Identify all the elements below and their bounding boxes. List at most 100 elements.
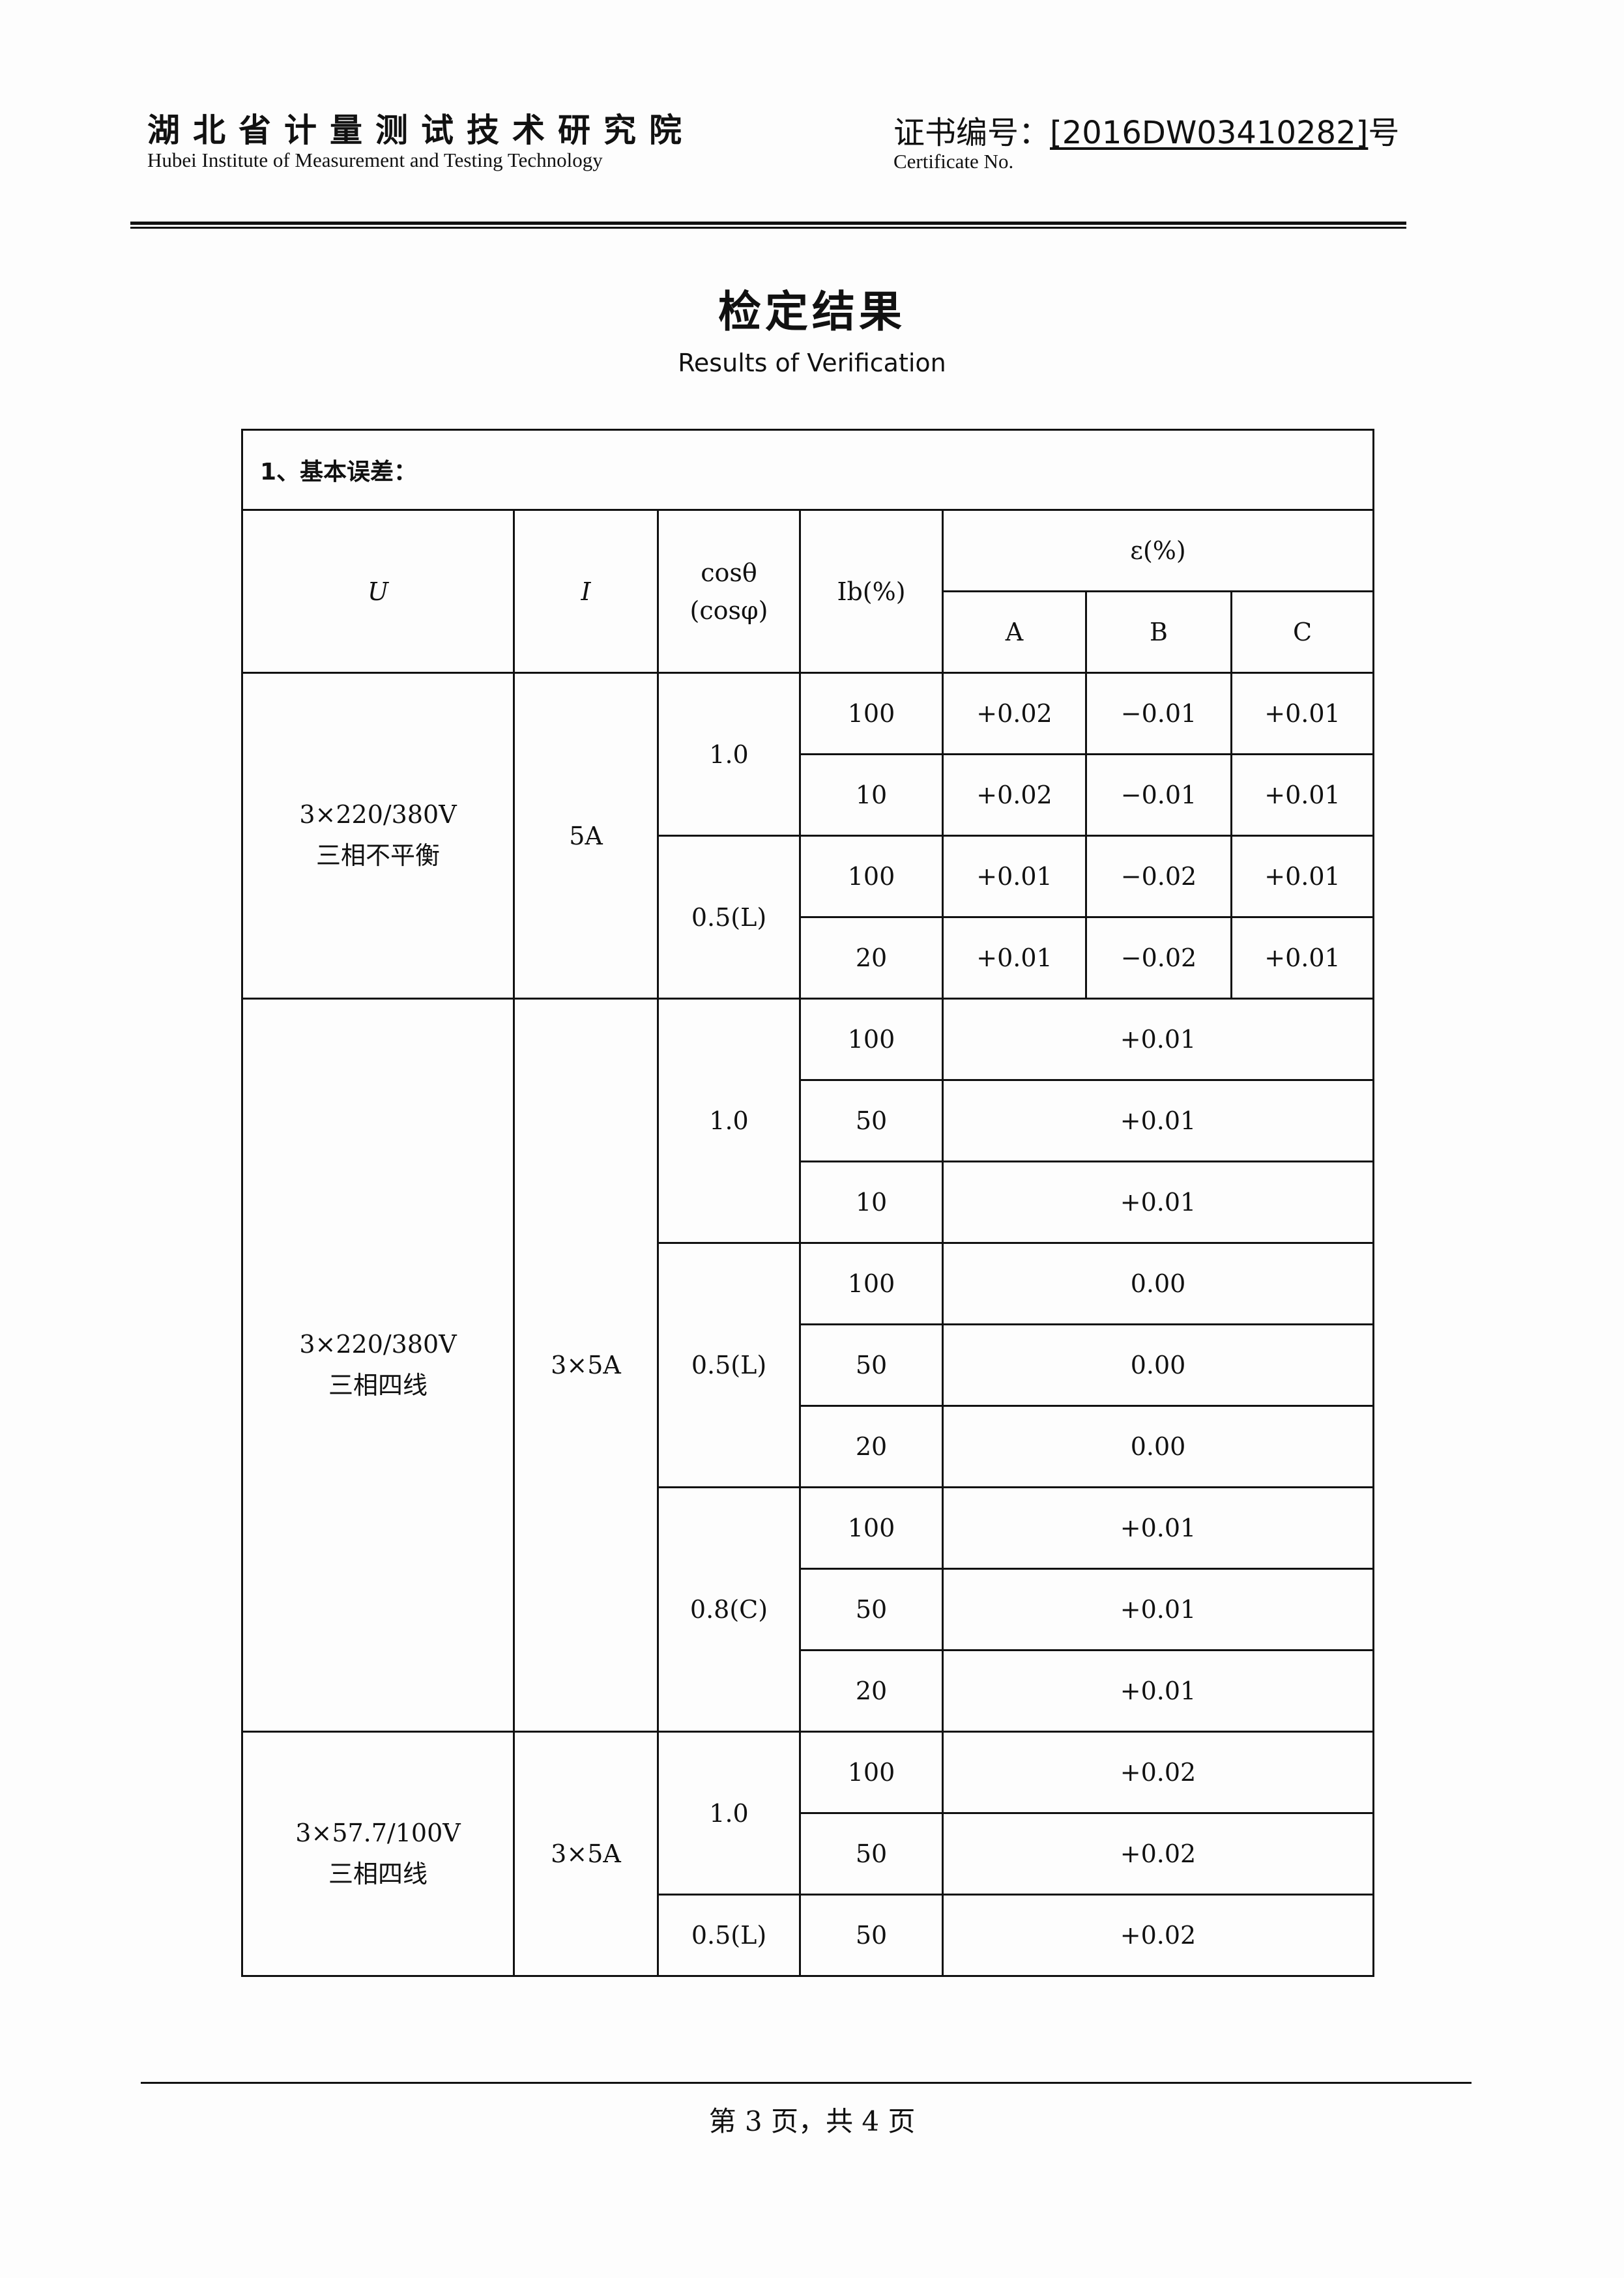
error-b-cell: −0.02 [1085, 916, 1232, 1000]
table-row: 50 +0.01 [242, 1079, 1375, 1162]
table-row: 3×220/380V 三相四线 3×5A 1.0 100 +0.01 [241, 998, 1375, 1733]
table-row: 0.8(C) 100 +0.01 [242, 1486, 1375, 1733]
page-subtitle: Results of Verification [678, 349, 946, 377]
current-cell: 3×5A [513, 998, 659, 1733]
current-cell: 3×5A [513, 1731, 659, 1977]
error-cell: +0.01 [941, 1568, 1375, 1651]
power-factor-cell: 1.0 [657, 998, 801, 1244]
verification-results-table: 1、基本误差： U I cosθ (cosφ) Ib(%) ε(%) A B C … [240, 429, 1375, 1977]
header-power-factor: cosθ (cosφ) [657, 509, 801, 674]
error-cell: 0.00 [941, 1405, 1375, 1488]
error-cell: +0.02 [941, 1812, 1375, 1896]
error-b-cell: −0.01 [1085, 753, 1232, 837]
header-pf-line2: (cosφ) [689, 596, 768, 625]
wiring-mode: 三相四线 [328, 1859, 428, 1888]
error-cell: 0.00 [941, 1242, 1375, 1325]
error-cell: 0.00 [941, 1323, 1375, 1407]
ib-cell: 100 [799, 998, 944, 1081]
header-error: ε(%) [941, 509, 1375, 592]
ib-cell: 50 [799, 1812, 944, 1896]
error-cell: +0.01 [941, 1486, 1375, 1570]
error-c-cell: +0.01 [1230, 672, 1375, 755]
power-factor-cell: 0.5(L) [657, 835, 801, 1000]
cert-label: 证书编号： [893, 115, 1051, 151]
ib-cell: 100 [799, 1242, 944, 1325]
ib-cell: 100 [799, 1486, 944, 1570]
page-title: 检定结果 [718, 287, 906, 337]
ib-cell: 20 [799, 916, 944, 1000]
error-cell: +0.01 [941, 1649, 1375, 1733]
voltage-cell: 3×220/380V 三相不平衡 [241, 672, 515, 1000]
ib-cell: 20 [799, 1649, 944, 1733]
table-row: 0.5(L) 100 +0.01 −0.02 +0.01 [242, 835, 1375, 1000]
ib-cell: 50 [799, 1079, 944, 1162]
table-row: 20 0.00 [242, 1405, 1375, 1488]
header-phase-b: B [1085, 590, 1232, 674]
error-cell: +0.01 [941, 1161, 1375, 1244]
ib-cell: 50 [799, 1568, 944, 1651]
power-factor-cell: 0.5(L) [657, 1894, 801, 1977]
institute-name-en: Hubei Institute of Measurement and Testi… [147, 149, 603, 171]
power-factor-cell: 0.5(L) [657, 1242, 801, 1488]
table-row: 3×57.7/100V 三相四线 3×5A 1.0 100 +0.02 [241, 1731, 1375, 1977]
page-number: 第 3 页，共 4 页 [708, 2105, 916, 2137]
voltage-value: 3×57.7/100V [295, 1818, 461, 1847]
voltage-value: 3×220/380V [299, 800, 457, 829]
ib-cell: 10 [799, 1161, 944, 1244]
error-c-cell: +0.01 [1230, 753, 1375, 837]
voltage-cell: 3×57.7/100V 三相四线 [241, 1731, 515, 1977]
certificate-number: 证书编号：[2016DW03410282]号 [893, 107, 1399, 152]
table-row: 0.5(L) 100 0.00 [242, 1242, 1375, 1488]
current-cell: 5A [513, 672, 659, 1000]
ib-cell: 10 [799, 753, 944, 837]
cert-number: [2016DW03410282] [1050, 115, 1369, 151]
header-phase-a: A [942, 590, 1087, 674]
ib-cell: 50 [799, 1894, 944, 1977]
error-a-cell: +0.02 [942, 753, 1087, 837]
table-row: 50 +0.01 [242, 1568, 1375, 1651]
header-divider-thin [130, 227, 1406, 229]
institute-name: 湖北省计量测试技术研究院 [147, 111, 695, 149]
error-a-cell: +0.01 [942, 835, 1087, 918]
table-row: 50 0.00 [242, 1323, 1375, 1407]
power-factor-cell: 0.8(C) [657, 1486, 801, 1733]
table-row: 20 +0.01 [242, 1649, 1375, 1733]
table-row: 10 +0.02 −0.01 +0.01 [242, 753, 1375, 837]
section-title: 1、基本误差： [240, 429, 1375, 511]
ib-cell: 100 [799, 835, 944, 918]
error-cell: +0.01 [941, 1079, 1375, 1162]
ib-cell: 100 [799, 1731, 944, 1814]
header-ib: Ib(%) [799, 509, 944, 674]
header-current: I [513, 509, 659, 674]
error-a-cell: +0.02 [942, 672, 1087, 755]
ib-cell: 20 [799, 1405, 944, 1488]
voltage-cell: 3×220/380V 三相四线 [241, 998, 515, 1733]
error-cell: +0.02 [941, 1731, 1375, 1814]
header-voltage: U [241, 509, 515, 674]
footer-divider [141, 2082, 1472, 2084]
wiring-mode: 三相不平衡 [315, 841, 440, 870]
wiring-mode: 三相四线 [328, 1370, 428, 1400]
cert-label-en: Certificate No. [893, 150, 1014, 173]
error-b-cell: −0.02 [1085, 835, 1232, 918]
error-cell: +0.01 [941, 998, 1375, 1081]
ib-cell: 100 [799, 672, 944, 755]
cert-suffix: 号 [1368, 115, 1400, 151]
table-row: 3×220/380V 三相不平衡 5A 1.0 100 +0.02 −0.01 +0.01 [241, 672, 1375, 1000]
error-c-cell: +0.01 [1230, 916, 1375, 1000]
error-a-cell: +0.01 [942, 916, 1087, 1000]
header-phase-c: C [1230, 590, 1375, 674]
ib-cell: 50 [799, 1323, 944, 1407]
table-row: 10 +0.01 [242, 1161, 1375, 1244]
table-row: 50 +0.02 [242, 1812, 1375, 1896]
header-pf-line1: cosθ [701, 558, 757, 587]
voltage-value: 3×220/380V [299, 1329, 457, 1359]
error-cell: +0.02 [941, 1894, 1375, 1977]
table-row: 0.5(L) 50 +0.02 [242, 1894, 1375, 1977]
error-c-cell: +0.01 [1230, 835, 1375, 918]
power-factor-cell: 1.0 [657, 1731, 801, 1896]
error-b-cell: −0.01 [1085, 672, 1232, 755]
table-row: 20 +0.01 −0.02 +0.01 [242, 916, 1375, 1000]
power-factor-cell: 1.0 [657, 672, 801, 837]
header-divider [130, 222, 1406, 225]
